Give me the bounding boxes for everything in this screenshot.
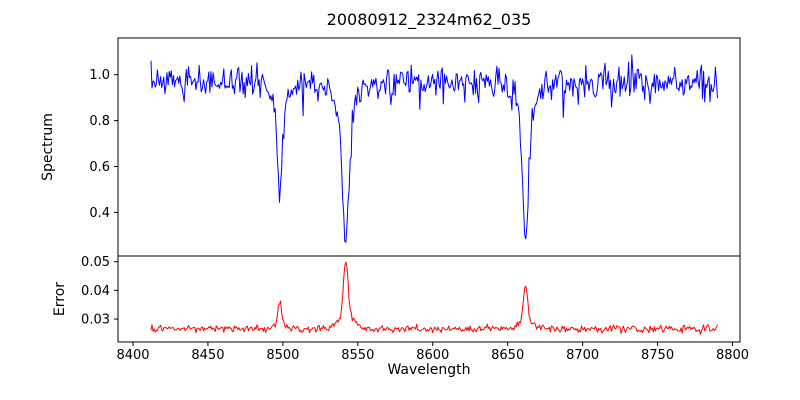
spectrum-y-tick-label: 0.8 bbox=[89, 114, 110, 129]
spectrum-y-tick-label: 0.6 bbox=[89, 160, 110, 175]
error-series-line bbox=[150, 261, 718, 335]
spectrum-panel-frame bbox=[117, 37, 741, 257]
x-tick-label: 8750 bbox=[641, 348, 674, 363]
error-y-tick-label: 0.03 bbox=[81, 313, 110, 328]
error-panel-frame bbox=[117, 255, 741, 343]
spectrum-y-ticks: 0.4 0.6 0.8 1.0 bbox=[89, 68, 118, 221]
x-tick-label: 8500 bbox=[266, 348, 299, 363]
x-tick-label: 8400 bbox=[116, 348, 149, 363]
x-axis-label: Wavelength bbox=[387, 362, 471, 378]
x-tick-label: 8650 bbox=[491, 348, 524, 363]
error-y-tick-label: 0.05 bbox=[81, 255, 110, 270]
spectrum-series-line bbox=[150, 54, 718, 243]
x-tick-label: 8550 bbox=[341, 348, 374, 363]
error-y-ticks: 0.03 0.04 0.05 bbox=[81, 255, 118, 328]
x-tick-label: 8450 bbox=[191, 348, 224, 363]
spectrum-y-tick-label: 0.4 bbox=[89, 206, 110, 221]
x-tick-label: 8800 bbox=[716, 348, 749, 363]
x-tick-label: 8600 bbox=[416, 348, 449, 363]
chart-title: 20080912_2324m62_035 bbox=[326, 10, 532, 29]
x-axis-ticks: 8400 8450 8500 8550 8600 8650 8700 8750 8800 bbox=[116, 342, 749, 363]
x-tick-label: 8700 bbox=[566, 348, 599, 363]
spectrum-y-tick-label: 1.0 bbox=[89, 68, 110, 83]
error-y-tick-label: 0.04 bbox=[81, 284, 110, 299]
